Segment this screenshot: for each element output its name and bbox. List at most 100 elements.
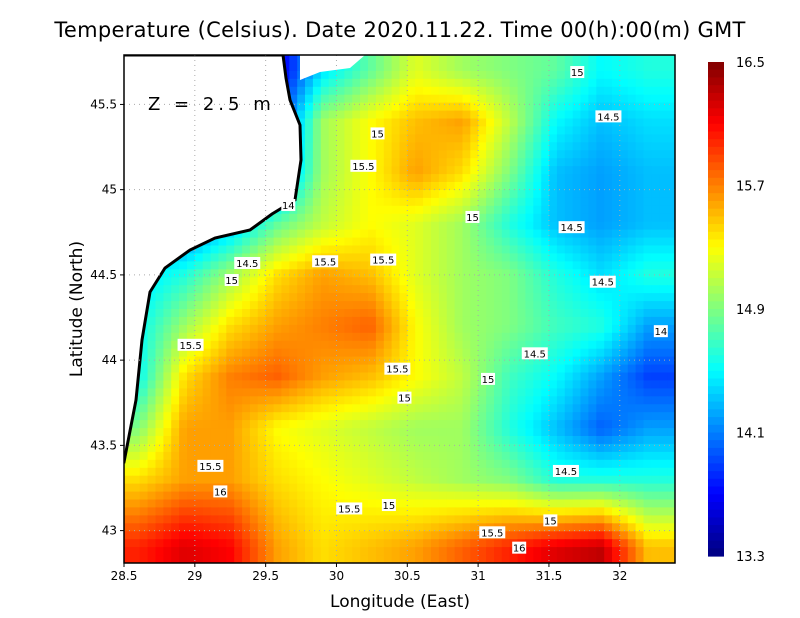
heatmap-cell — [297, 221, 306, 231]
heatmap-cell — [564, 491, 574, 501]
colorbar-segment — [708, 339, 724, 349]
contour-label-bg — [512, 541, 527, 554]
heatmap-cell — [635, 428, 645, 437]
heatmap-cell — [580, 142, 589, 151]
colorbar-segment — [708, 100, 724, 109]
colorbar-segment — [708, 278, 724, 287]
heatmap-cell — [619, 428, 629, 437]
heatmap-cell — [281, 491, 290, 501]
heatmap-cell — [478, 547, 487, 556]
heatmap-cell — [431, 269, 440, 278]
heatmap-cell — [273, 324, 283, 334]
heatmap-cell — [446, 428, 456, 437]
heatmap-cell — [619, 340, 629, 350]
heatmap-cell — [667, 547, 675, 556]
heatmap-cell — [580, 499, 589, 508]
heatmap-cell — [336, 78, 345, 88]
heatmap-cell — [360, 189, 369, 199]
heatmap-cell — [360, 205, 369, 215]
heatmap-cell — [289, 70, 298, 80]
heatmap-cell — [163, 396, 172, 405]
heatmap-cell — [486, 309, 495, 318]
heatmap-cell — [517, 388, 527, 397]
heatmap-cell — [627, 507, 637, 516]
heatmap-cell — [415, 412, 424, 421]
heatmap-cell — [383, 309, 393, 318]
heatmap-cell — [446, 174, 456, 183]
heatmap-cell — [596, 221, 605, 231]
heatmap-cell — [627, 356, 637, 366]
heatmap-cell — [651, 126, 660, 135]
heatmap-cell — [305, 555, 314, 563]
heatmap-cell — [423, 102, 432, 112]
heatmap-cell — [344, 158, 353, 167]
heatmap-cell — [612, 507, 621, 516]
heatmap-cell — [588, 269, 597, 278]
heatmap-cell — [596, 364, 605, 374]
heatmap-cell — [171, 269, 180, 278]
heatmap-cell — [549, 174, 558, 183]
heatmap-cell — [305, 396, 314, 405]
heatmap-cell — [242, 467, 251, 477]
heatmap-cell — [525, 388, 534, 397]
heatmap-cell — [163, 380, 172, 389]
heatmap-cell — [635, 531, 645, 540]
heatmap-cell — [383, 475, 393, 485]
heatmap-cell — [242, 475, 251, 485]
heatmap-cell — [596, 443, 605, 453]
contour-label: 15 — [466, 213, 479, 224]
heatmap-cell — [454, 182, 464, 191]
heatmap-cell — [486, 142, 495, 151]
heatmap-cell — [541, 332, 550, 342]
heatmap-cell — [509, 261, 519, 270]
heatmap-cell — [171, 539, 180, 548]
heatmap-cell — [627, 309, 637, 318]
colorbar-segment — [708, 532, 724, 542]
heatmap-cell — [312, 285, 322, 294]
heatmap-cell — [297, 245, 306, 254]
heatmap-cell — [509, 70, 519, 80]
heatmap-cell — [312, 293, 322, 302]
heatmap-cell — [368, 451, 377, 461]
heatmap-cell — [509, 531, 519, 540]
heatmap-cell — [336, 126, 345, 135]
heatmap-cell — [501, 150, 511, 159]
heatmap-cell — [525, 269, 534, 278]
heatmap-cell — [344, 380, 353, 389]
heatmap-cell — [470, 372, 479, 381]
heatmap-cell — [564, 372, 574, 381]
heatmap-cell — [375, 348, 385, 358]
heatmap-cell — [454, 197, 464, 207]
heatmap-cell — [517, 451, 527, 461]
heatmap-cell — [556, 261, 566, 270]
heatmap-cell — [627, 555, 637, 563]
heatmap-cell — [619, 166, 629, 175]
heatmap-cell — [297, 499, 306, 508]
heatmap-cell — [486, 182, 495, 191]
heatmap-cell — [297, 404, 306, 413]
heatmap-cell — [265, 412, 275, 421]
heatmap-cell — [501, 555, 511, 563]
heatmap-cell — [187, 436, 196, 445]
heatmap-cell — [659, 126, 668, 135]
heatmap-cell — [667, 253, 675, 262]
heatmap-cell — [328, 547, 338, 556]
heatmap-cell — [336, 293, 345, 302]
heatmap-cell — [612, 158, 621, 167]
heatmap-cell — [667, 451, 675, 461]
heatmap-cell — [249, 277, 259, 286]
heatmap-cell — [257, 356, 267, 366]
heatmap-cell — [375, 78, 385, 88]
heatmap-cell — [651, 285, 660, 294]
heatmap-cell — [588, 443, 597, 453]
heatmap-cell — [297, 309, 306, 318]
heatmap-cell — [596, 396, 605, 405]
heatmap-cell — [320, 102, 330, 112]
heatmap-cell — [368, 348, 377, 358]
heatmap-cell — [533, 420, 542, 429]
heatmap-cell — [454, 356, 464, 366]
heatmap-cell — [265, 515, 275, 524]
heatmap-cell — [415, 436, 424, 445]
heatmap-cell — [242, 372, 251, 381]
heatmap-cell — [194, 443, 204, 453]
